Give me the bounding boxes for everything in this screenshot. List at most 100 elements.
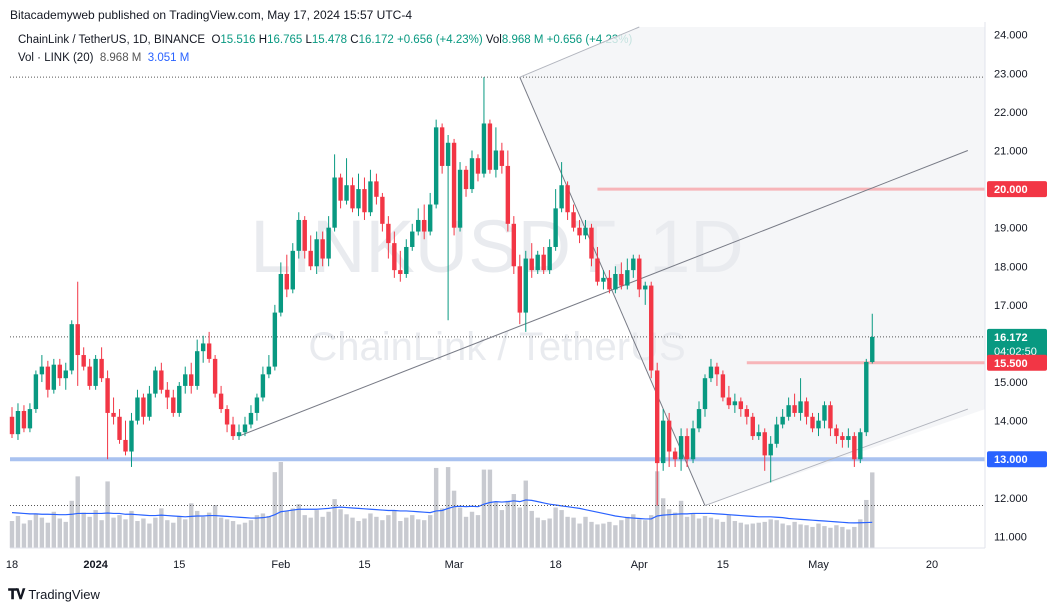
volume-bar [308, 517, 313, 548]
candle-body [768, 443, 773, 456]
candle-body [469, 158, 475, 190]
candle-body [834, 428, 839, 437]
volume-bar [75, 476, 80, 548]
candle-body [272, 312, 278, 367]
volume-bar [87, 516, 92, 548]
volume-bar [595, 524, 600, 548]
candle-body [332, 177, 337, 228]
price-chart[interactable]: LINKUSDT, 1D ChainLink / TetherUS 24.000… [0, 0, 1060, 580]
candle-body [141, 397, 146, 417]
candle-body [523, 258, 528, 313]
volume-bar [714, 519, 720, 548]
candle-body [541, 254, 546, 271]
open-label: O [211, 34, 221, 46]
volume-bar [523, 480, 528, 548]
candle-body [159, 370, 164, 390]
candle-body [666, 420, 672, 452]
close-value: 16.172 [358, 34, 394, 46]
candle-body [714, 366, 720, 375]
time-tick-label: May [808, 559, 829, 571]
volume-bar [230, 521, 236, 548]
candle-body [230, 424, 236, 437]
volume-bar [702, 515, 708, 548]
volume-bar [272, 472, 278, 548]
candle-body [804, 401, 809, 417]
volume-bar [541, 520, 546, 548]
high-value: 16.765 [267, 34, 303, 46]
volume-bar [236, 524, 242, 548]
volume-bar [834, 525, 839, 548]
volume-bar [159, 508, 164, 548]
candle-body [559, 185, 564, 209]
price-tag [987, 451, 1047, 468]
volume-bar [320, 516, 325, 548]
time-tick-label: 18 [550, 559, 562, 571]
volume-bar [9, 521, 15, 548]
volume-bar [649, 515, 654, 548]
volume-bar [422, 520, 427, 548]
volume-bar [93, 510, 98, 548]
change-value: +0.656 (+4.23%) [397, 34, 483, 46]
volume-indicator-name[interactable]: Vol · LINK (20) [18, 52, 94, 64]
volume-bar [433, 467, 439, 548]
volume-bar [266, 515, 272, 548]
volume-bar [15, 515, 21, 548]
candle-body [870, 336, 875, 362]
time-tick-label: 2024 [83, 559, 108, 571]
candle-body [111, 412, 116, 417]
volume-bar [625, 516, 630, 548]
volume-bar [858, 519, 863, 548]
candle-body [457, 169, 463, 228]
candle-body [260, 374, 266, 398]
volume-bar [33, 513, 39, 548]
volume-bar [613, 525, 618, 548]
candle-body [416, 219, 421, 232]
candle-body [386, 223, 391, 244]
price-tick-label: 15.000 [994, 377, 1028, 389]
candle-body [625, 270, 630, 286]
brand-label: TradingView [28, 587, 100, 602]
symbol-legend: ChainLink / TetherUS, 1D, BINANCE O15.51… [18, 34, 632, 46]
price-tick-label: 12.000 [994, 493, 1028, 505]
symbol-name[interactable]: ChainLink / TetherUS, 1D, BINANCE [18, 34, 206, 46]
candle-body [517, 266, 522, 313]
candle-body [553, 208, 558, 247]
volume-bar [165, 520, 170, 548]
candle-body [744, 409, 750, 417]
volume-bar [57, 518, 62, 548]
volume-bar [105, 481, 110, 548]
tradingview-footer[interactable]: 𝐓𝐕 TradingView [8, 586, 100, 603]
volume-bar [410, 515, 415, 548]
volume-bar [183, 519, 188, 548]
candle-body [720, 374, 726, 398]
volume-bar [798, 524, 803, 548]
candle-body [702, 378, 708, 410]
candle-body [637, 258, 642, 290]
volume-bar [427, 515, 433, 548]
volume-bar [726, 515, 732, 548]
candle-body [649, 285, 654, 371]
candle-body [529, 258, 534, 271]
volume-bar [672, 512, 678, 548]
volume-bar [792, 521, 797, 548]
price-tick-label: 17.000 [994, 300, 1028, 312]
publisher-header: Bitacademyweb published on TradingView.c… [10, 8, 413, 22]
volume-bar [565, 516, 570, 548]
volume-bar [768, 519, 773, 548]
volume-bar [398, 521, 403, 548]
volume-bar [481, 469, 487, 548]
candle-body [296, 219, 301, 251]
candle-body [117, 416, 122, 440]
volume-bar [499, 510, 505, 548]
candle-body [147, 393, 152, 417]
price-tick-label: 14.000 [994, 416, 1028, 428]
candle-body [798, 401, 803, 413]
volume-bar [344, 514, 349, 548]
candle-body [684, 436, 690, 460]
candle-body [69, 324, 74, 371]
volume-bar [583, 516, 588, 548]
volume-bar [696, 518, 702, 548]
candle-body [726, 397, 732, 406]
volume-bar [21, 523, 27, 548]
candle-body [398, 270, 403, 274]
